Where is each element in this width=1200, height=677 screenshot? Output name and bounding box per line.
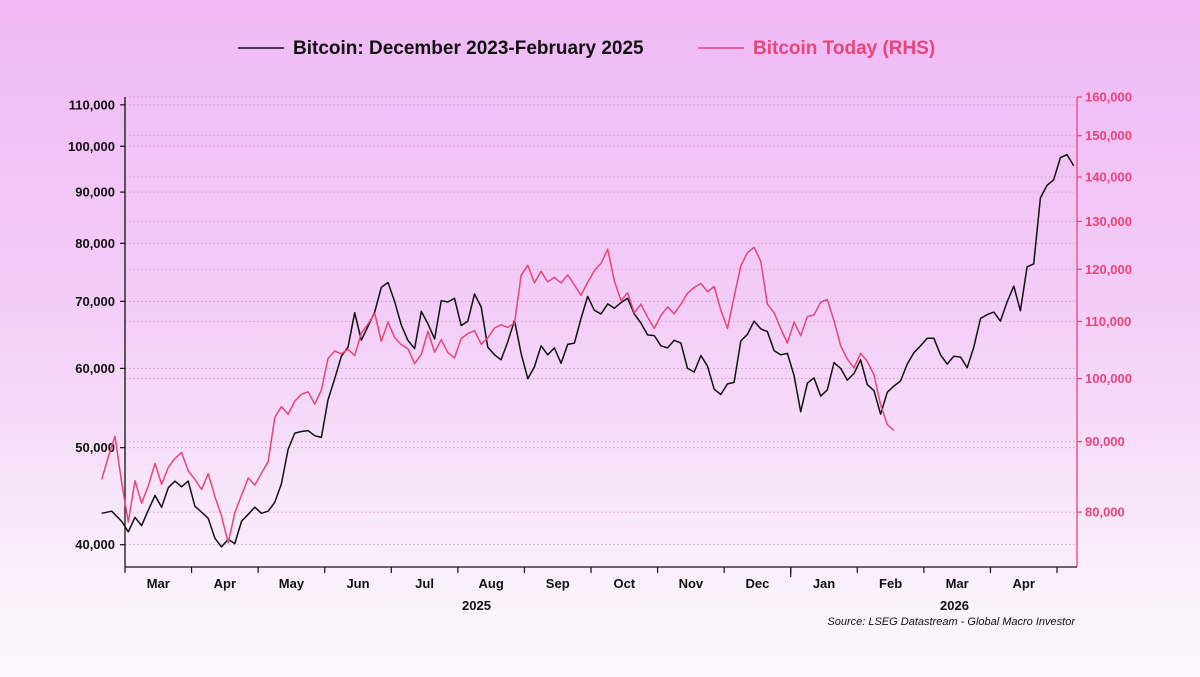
right-tick-label: 140,000 bbox=[1085, 169, 1132, 184]
right-tick-label: 100,000 bbox=[1085, 371, 1132, 386]
left-tick-label: 90,000 bbox=[75, 185, 115, 200]
source-note: Source: LSEG Datastream - Global Macro I… bbox=[827, 616, 1076, 628]
month-label: Mar bbox=[147, 576, 170, 591]
year-label-2025: 2025 bbox=[462, 598, 491, 613]
legend: Bitcoin: December 2023-February 2025 Bit… bbox=[238, 38, 935, 59]
legend-label-pink: Bitcoin Today (RHS) bbox=[753, 38, 935, 59]
month-label: Feb bbox=[879, 576, 902, 591]
gridlines bbox=[125, 96, 1077, 546]
series-lines bbox=[100, 153, 1075, 548]
right-tick-label: 110,000 bbox=[1085, 314, 1131, 329]
month-label: Oct bbox=[613, 576, 635, 591]
left-tick-label: 110,000 bbox=[69, 97, 115, 112]
left-tick-label: 50,000 bbox=[75, 440, 115, 455]
right-tick-label: 120,000 bbox=[1085, 262, 1132, 277]
month-label: Sep bbox=[546, 576, 570, 591]
right-tick-label: 160,000 bbox=[1085, 90, 1132, 105]
month-label: Aug bbox=[479, 576, 504, 591]
month-label: Jul bbox=[415, 576, 434, 591]
month-label: Apr bbox=[1013, 576, 1035, 591]
right-tick-label: 90,000 bbox=[1085, 434, 1125, 449]
month-label: Jan bbox=[813, 576, 835, 591]
month-label: Dec bbox=[746, 576, 770, 591]
month-label: Apr bbox=[214, 576, 236, 591]
right-tick-label: 80,000 bbox=[1085, 505, 1125, 520]
x-axis: Mar Apr May Jun Jul Aug Sep Oct Nov Dec Jan Feb Mar A… bbox=[124, 567, 1058, 591]
month-label: May bbox=[279, 576, 305, 591]
month-label: Jun bbox=[346, 576, 369, 591]
month-label: Nov bbox=[679, 576, 704, 591]
left-tick-label: 100,000 bbox=[68, 139, 115, 154]
right-tick-label: 130,000 bbox=[1085, 214, 1132, 229]
month-label: Mar bbox=[946, 576, 969, 591]
year-label-2026: 2026 bbox=[940, 598, 969, 613]
left-tick-label: 60,000 bbox=[75, 361, 115, 376]
series-line-bitcoin-today bbox=[100, 246, 895, 544]
right-tick-label: 150,000 bbox=[1085, 128, 1132, 143]
left-y-axis: 110,000 100,000 90,000 80,000 70,000 60,000 50… bbox=[68, 97, 125, 552]
series-line-bitcoin-2023-2025 bbox=[101, 153, 1075, 548]
left-tick-label: 40,000 bbox=[75, 537, 115, 552]
legend-label-black: Bitcoin: December 2023-February 2025 bbox=[293, 38, 644, 59]
left-tick-label: 70,000 bbox=[75, 294, 115, 309]
right-y-axis: 160,000 150,000 140,000 130,000 120,000 110,0… bbox=[1077, 90, 1132, 520]
left-tick-label: 80,000 bbox=[75, 236, 115, 251]
